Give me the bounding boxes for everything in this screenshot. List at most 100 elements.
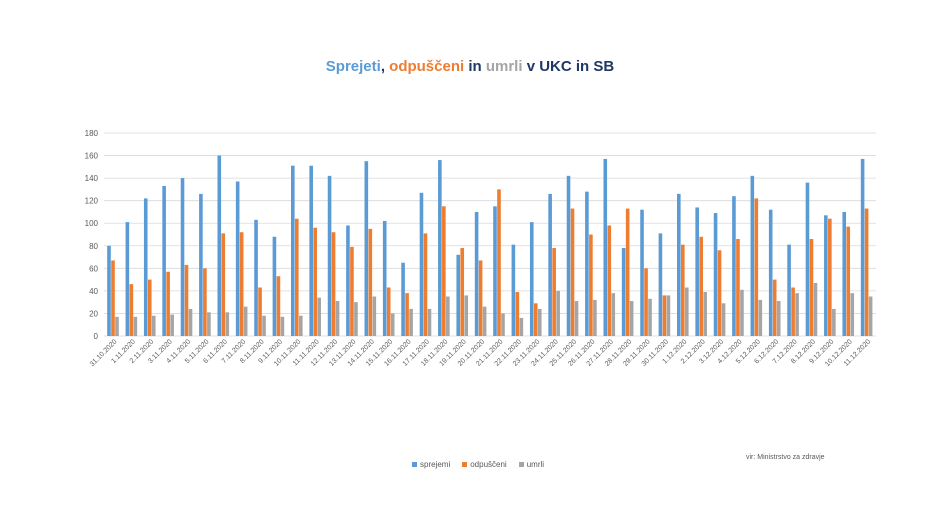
bar-received: [143, 198, 148, 336]
bar-deceased: [151, 315, 156, 336]
bar-discharged: [754, 198, 759, 336]
title-part-discharged: odpuščeni: [389, 58, 465, 75]
bar-discharged: [681, 244, 685, 336]
bar-deceased: [666, 295, 671, 336]
bar-deceased: [519, 317, 524, 336]
bar-discharged: [295, 218, 299, 336]
bar-discharged: [791, 287, 795, 336]
bar-deceased: [188, 308, 193, 336]
bar-deceased: [390, 313, 395, 336]
bar-received: [162, 186, 166, 336]
bar-deceased: [115, 316, 119, 336]
bar-discharged: [699, 236, 703, 336]
bar-discharged: [386, 287, 391, 336]
bar-received: [585, 191, 589, 336]
bar-received: [603, 158, 608, 336]
bar-discharged: [589, 234, 593, 336]
bar-discharged: [221, 233, 226, 336]
bar-discharged: [828, 218, 832, 336]
bar-discharged: [772, 279, 777, 336]
bar-deceased: [611, 293, 616, 336]
bar-discharged: [442, 206, 446, 336]
bar-discharged: [662, 295, 667, 336]
bar-received: [860, 158, 865, 336]
bar-deceased: [537, 308, 542, 336]
bar-discharged: [533, 303, 538, 336]
bar-deceased: [446, 296, 450, 336]
bar-discharged: [423, 233, 428, 336]
bar-deceased: [299, 315, 303, 336]
bar-deceased: [758, 299, 763, 336]
bar-deceased: [868, 296, 873, 336]
bar-received: [750, 175, 755, 336]
bar-received: [493, 206, 497, 336]
bar-discharged: [644, 268, 648, 336]
bar-received: [677, 193, 681, 336]
bar-deceased: [832, 308, 836, 336]
bar-received: [272, 236, 277, 336]
bar-discharged: [809, 239, 814, 336]
bar-received: [107, 245, 111, 336]
legend-item-discharged: odpuščeni: [462, 460, 507, 469]
bar-discharged: [405, 293, 409, 336]
title-separator-1: ,: [380, 58, 390, 75]
bar-deceased: [464, 295, 469, 336]
bar-deceased: [648, 298, 652, 336]
y-tick-label: 80: [89, 242, 98, 251]
chart-legend: sprejemi odpuščeni umrli: [412, 460, 544, 469]
y-tick-label: 160: [85, 152, 99, 161]
bar-received: [419, 192, 424, 336]
bar-discharged: [717, 250, 722, 336]
title-suffix: v UKC in SB: [522, 58, 615, 75]
bar-discharged: [515, 292, 520, 336]
bar-received: [327, 175, 332, 336]
bar-received: [658, 233, 663, 336]
y-tick-label: 100: [85, 219, 99, 228]
bar-deceased: [207, 312, 211, 336]
bar-deceased: [317, 297, 321, 336]
bar-deceased: [335, 301, 340, 336]
bar-discharged: [147, 279, 152, 336]
bar-received: [768, 209, 773, 336]
bar-discharged: [313, 227, 317, 336]
bar-deceased: [133, 316, 138, 336]
source-note: vir: Ministrstvo za zdravje: [746, 454, 825, 461]
legend-item-deceased: umrli: [518, 460, 545, 469]
bar-discharged: [166, 271, 170, 336]
bar-received: [529, 222, 534, 336]
bar-discharged: [184, 264, 189, 336]
bar-deceased: [409, 308, 413, 336]
bar-deceased: [795, 293, 799, 336]
bar-received: [346, 225, 350, 336]
bar-discharged: [350, 246, 354, 336]
bar-deceased: [427, 308, 432, 336]
y-tick-label: 20: [89, 309, 98, 318]
bar-discharged: [239, 232, 244, 336]
y-tick-label: 60: [89, 264, 98, 273]
legend-label-deceased: umrli: [526, 460, 545, 469]
bar-discharged: [552, 248, 556, 336]
bar-deceased: [850, 293, 855, 336]
bar-discharged: [625, 208, 630, 336]
bar-deceased: [685, 287, 689, 336]
bar-received: [511, 244, 516, 336]
y-tick-label: 180: [85, 129, 99, 138]
bar-received: [621, 248, 626, 336]
legend-swatch-received: [412, 462, 417, 467]
bar-received: [732, 196, 736, 336]
bar-received: [713, 213, 718, 336]
bar-deceased: [740, 289, 744, 336]
bar-deceased: [813, 282, 818, 336]
bar-deceased: [482, 306, 487, 336]
bar-received: [640, 209, 644, 336]
bar-deceased: [225, 312, 230, 336]
bar-discharged: [111, 260, 115, 336]
bar-received: [382, 220, 387, 336]
bar-deceased: [501, 313, 505, 336]
bar-received: [125, 222, 130, 336]
bar-deceased: [556, 290, 560, 336]
bar-received: [309, 165, 313, 336]
bar-received: [787, 244, 791, 336]
bar-discharged: [276, 276, 281, 336]
bar-deceased: [262, 315, 266, 336]
